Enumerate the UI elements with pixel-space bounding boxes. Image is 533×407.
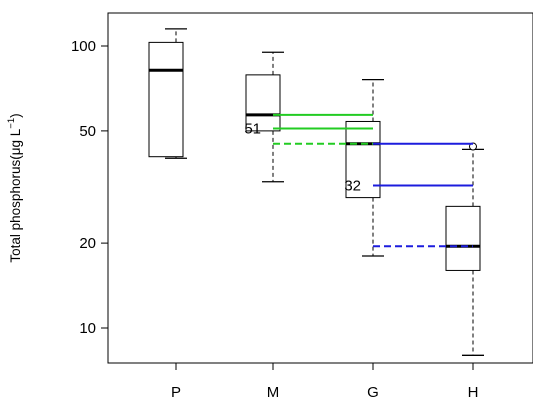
value-annotation: 51	[244, 120, 261, 137]
box-H	[445, 148, 484, 356]
plot-frame	[107, 12, 533, 364]
y-axis-title-suffix: )	[8, 113, 23, 118]
y-axis: 10 20 50 100	[71, 38, 108, 337]
x-tick-label: H	[468, 384, 479, 401]
y-tick-label: 20	[79, 235, 96, 252]
box-G	[345, 78, 384, 257]
value-annotation: 32	[344, 178, 361, 195]
y-tick-label: 10	[79, 320, 96, 337]
reference-lines-layer	[273, 113, 473, 248]
x-tick-label: G	[367, 384, 379, 401]
annotations-layer: 51 32	[244, 120, 361, 194]
x-tick-label: M	[267, 384, 280, 401]
box-P	[148, 28, 187, 159]
y-tick-label: 50	[79, 123, 96, 140]
y-axis-title-main: Total phosphorus(μg L	[8, 128, 23, 262]
boxes-layer	[148, 28, 484, 356]
y-tick-label: 100	[71, 38, 96, 55]
iqr-box	[148, 41, 184, 158]
x-tick-label: P	[171, 384, 181, 401]
iqr-box	[445, 205, 481, 271]
box-M	[245, 51, 284, 183]
y-axis-title-superscript: −1	[6, 118, 17, 129]
iqr-box	[245, 74, 281, 132]
y-axis-title: Total phosphorus(μg L−1)	[6, 113, 23, 262]
